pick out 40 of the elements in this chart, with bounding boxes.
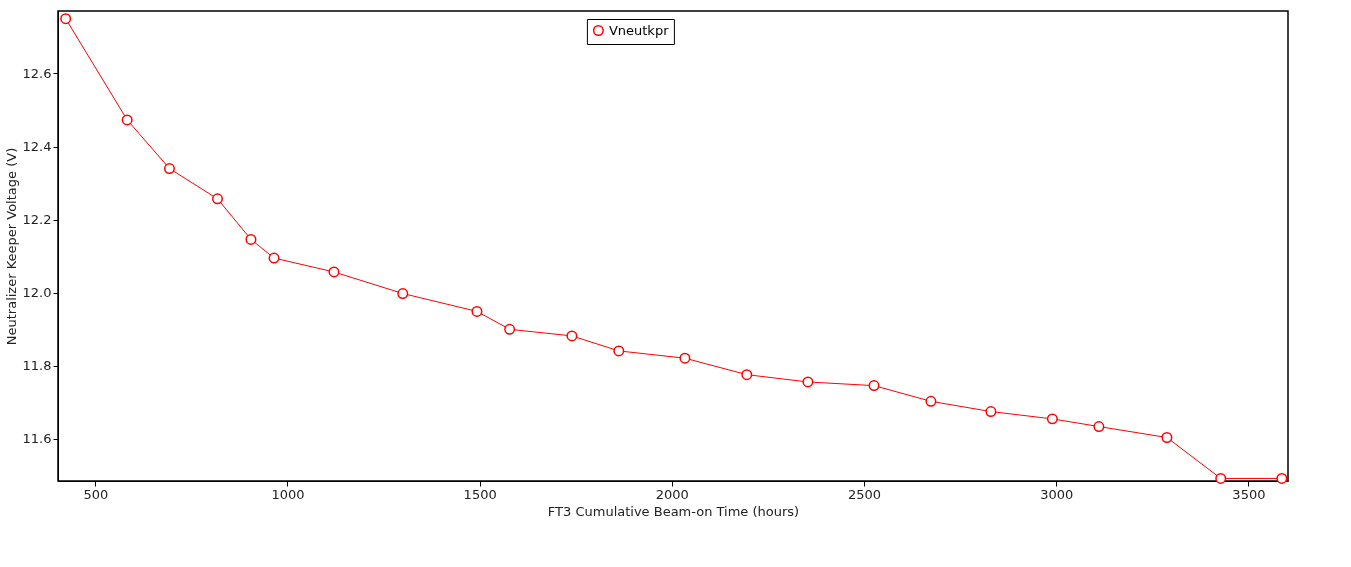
point [212, 193, 224, 205]
y-tick-label: 12.6 [22, 66, 52, 81]
legend-label: Vneutkpr [608, 22, 670, 38]
y-tick-label: 11.8 [22, 358, 52, 374]
y-tick-label: 11.6 [22, 431, 52, 447]
point [613, 345, 625, 357]
x-tick-label: 3500 [1232, 486, 1266, 502]
point [268, 252, 280, 264]
point [397, 288, 409, 299]
point [741, 369, 753, 381]
point [925, 395, 937, 407]
point [1276, 472, 1288, 484]
x-tick-label: 2500 [847, 486, 882, 502]
point [245, 233, 257, 245]
point [566, 330, 578, 342]
y-tick-label: 12.0 [22, 285, 52, 301]
x-tick-label: 3000 [1040, 486, 1074, 502]
line-series [60, 13, 1288, 484]
point [868, 380, 880, 392]
x-tick-label: 1000 [271, 486, 305, 502]
y-tick-label: 12.2 [22, 212, 52, 228]
y-tick-label: 12.4 [22, 139, 52, 155]
point [121, 114, 133, 126]
x-tick-label: 2000 [655, 486, 689, 502]
point [471, 305, 483, 317]
point [1215, 472, 1227, 484]
x-axis-title: FT3 Cumulative Beam-on Time (hours) [547, 503, 800, 519]
point [328, 266, 340, 278]
point [1161, 432, 1173, 443]
point [1046, 413, 1058, 425]
x-tick-label: 1500 [463, 486, 497, 502]
point [504, 323, 516, 335]
y-axis-title: Neutralizer Keeper Voltage (V) [3, 147, 19, 346]
point [679, 352, 691, 364]
point [163, 163, 175, 174]
x-tick-label: 500 [83, 486, 109, 502]
point [802, 376, 814, 388]
point [1093, 421, 1105, 433]
point [985, 406, 997, 418]
point [60, 13, 72, 25]
